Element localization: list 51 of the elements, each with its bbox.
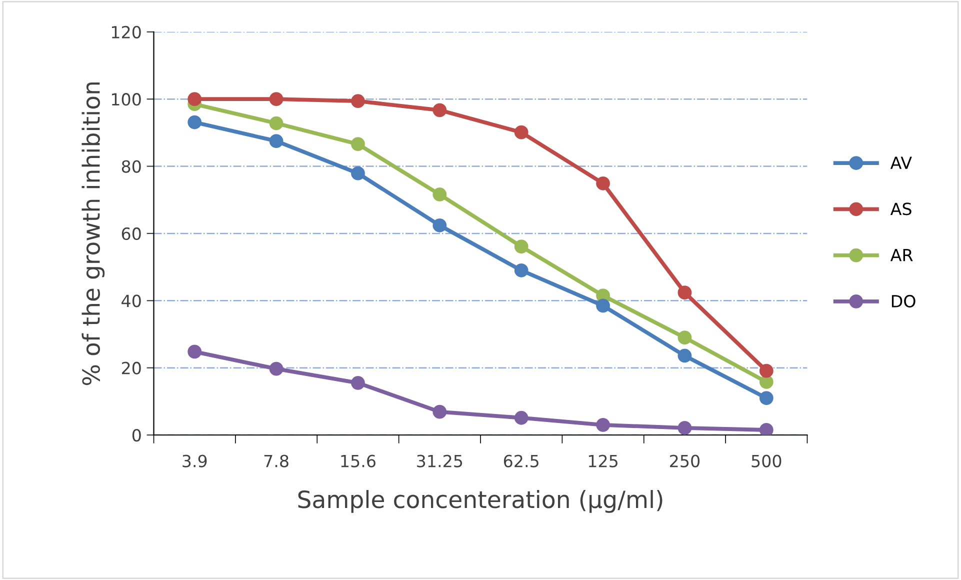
point [759,391,774,405]
point [351,376,365,390]
point [759,423,774,435]
y-axis-title: % of the growth inhibition [82,82,105,386]
x-tick-label: 3.9 [182,454,207,468]
x-tick-label: 15.6 [341,454,376,468]
point [759,374,774,389]
x-tick-label: 62.5 [504,454,538,468]
x-tick-label: 125 [588,454,618,468]
point [678,421,692,435]
y-tick-label: 60 [122,227,141,240]
point [351,94,365,108]
x-tick-label: 250 [670,454,700,468]
y-tick-label: 80 [122,160,141,173]
point [432,103,447,118]
x-tick-label: 500 [752,454,782,468]
x-axis-title: Sample concenteration (µg/ml) [298,490,662,513]
point [514,240,528,254]
point [351,137,365,152]
y-tick-label: 100 [112,93,141,106]
point [188,344,202,359]
legend-label: AS [890,202,912,216]
point [351,166,365,180]
point [678,286,692,300]
point [188,92,202,106]
y-tick-label: 120 [112,26,141,38]
point [514,263,528,278]
point [432,404,447,419]
point [514,125,528,140]
y-tick-label: 20 [122,362,141,374]
point [759,364,774,378]
legend-label: AR [890,248,913,262]
point [269,134,284,148]
x-tick-label: 7.8 [264,454,288,468]
y-tick-label: 0 [132,428,141,442]
point [269,92,284,106]
legend-label: AV [890,156,912,169]
legend-label: DO [892,294,916,308]
point [188,115,202,130]
x-tick-label: 31.25 [417,454,462,468]
point [269,116,284,130]
point [596,176,610,190]
point [269,362,284,376]
y-tick-label: 40 [122,294,141,308]
point [432,218,447,232]
point [678,330,692,345]
point [678,348,692,363]
point [596,418,610,432]
point [432,188,447,202]
point [514,410,528,425]
point [596,298,610,313]
